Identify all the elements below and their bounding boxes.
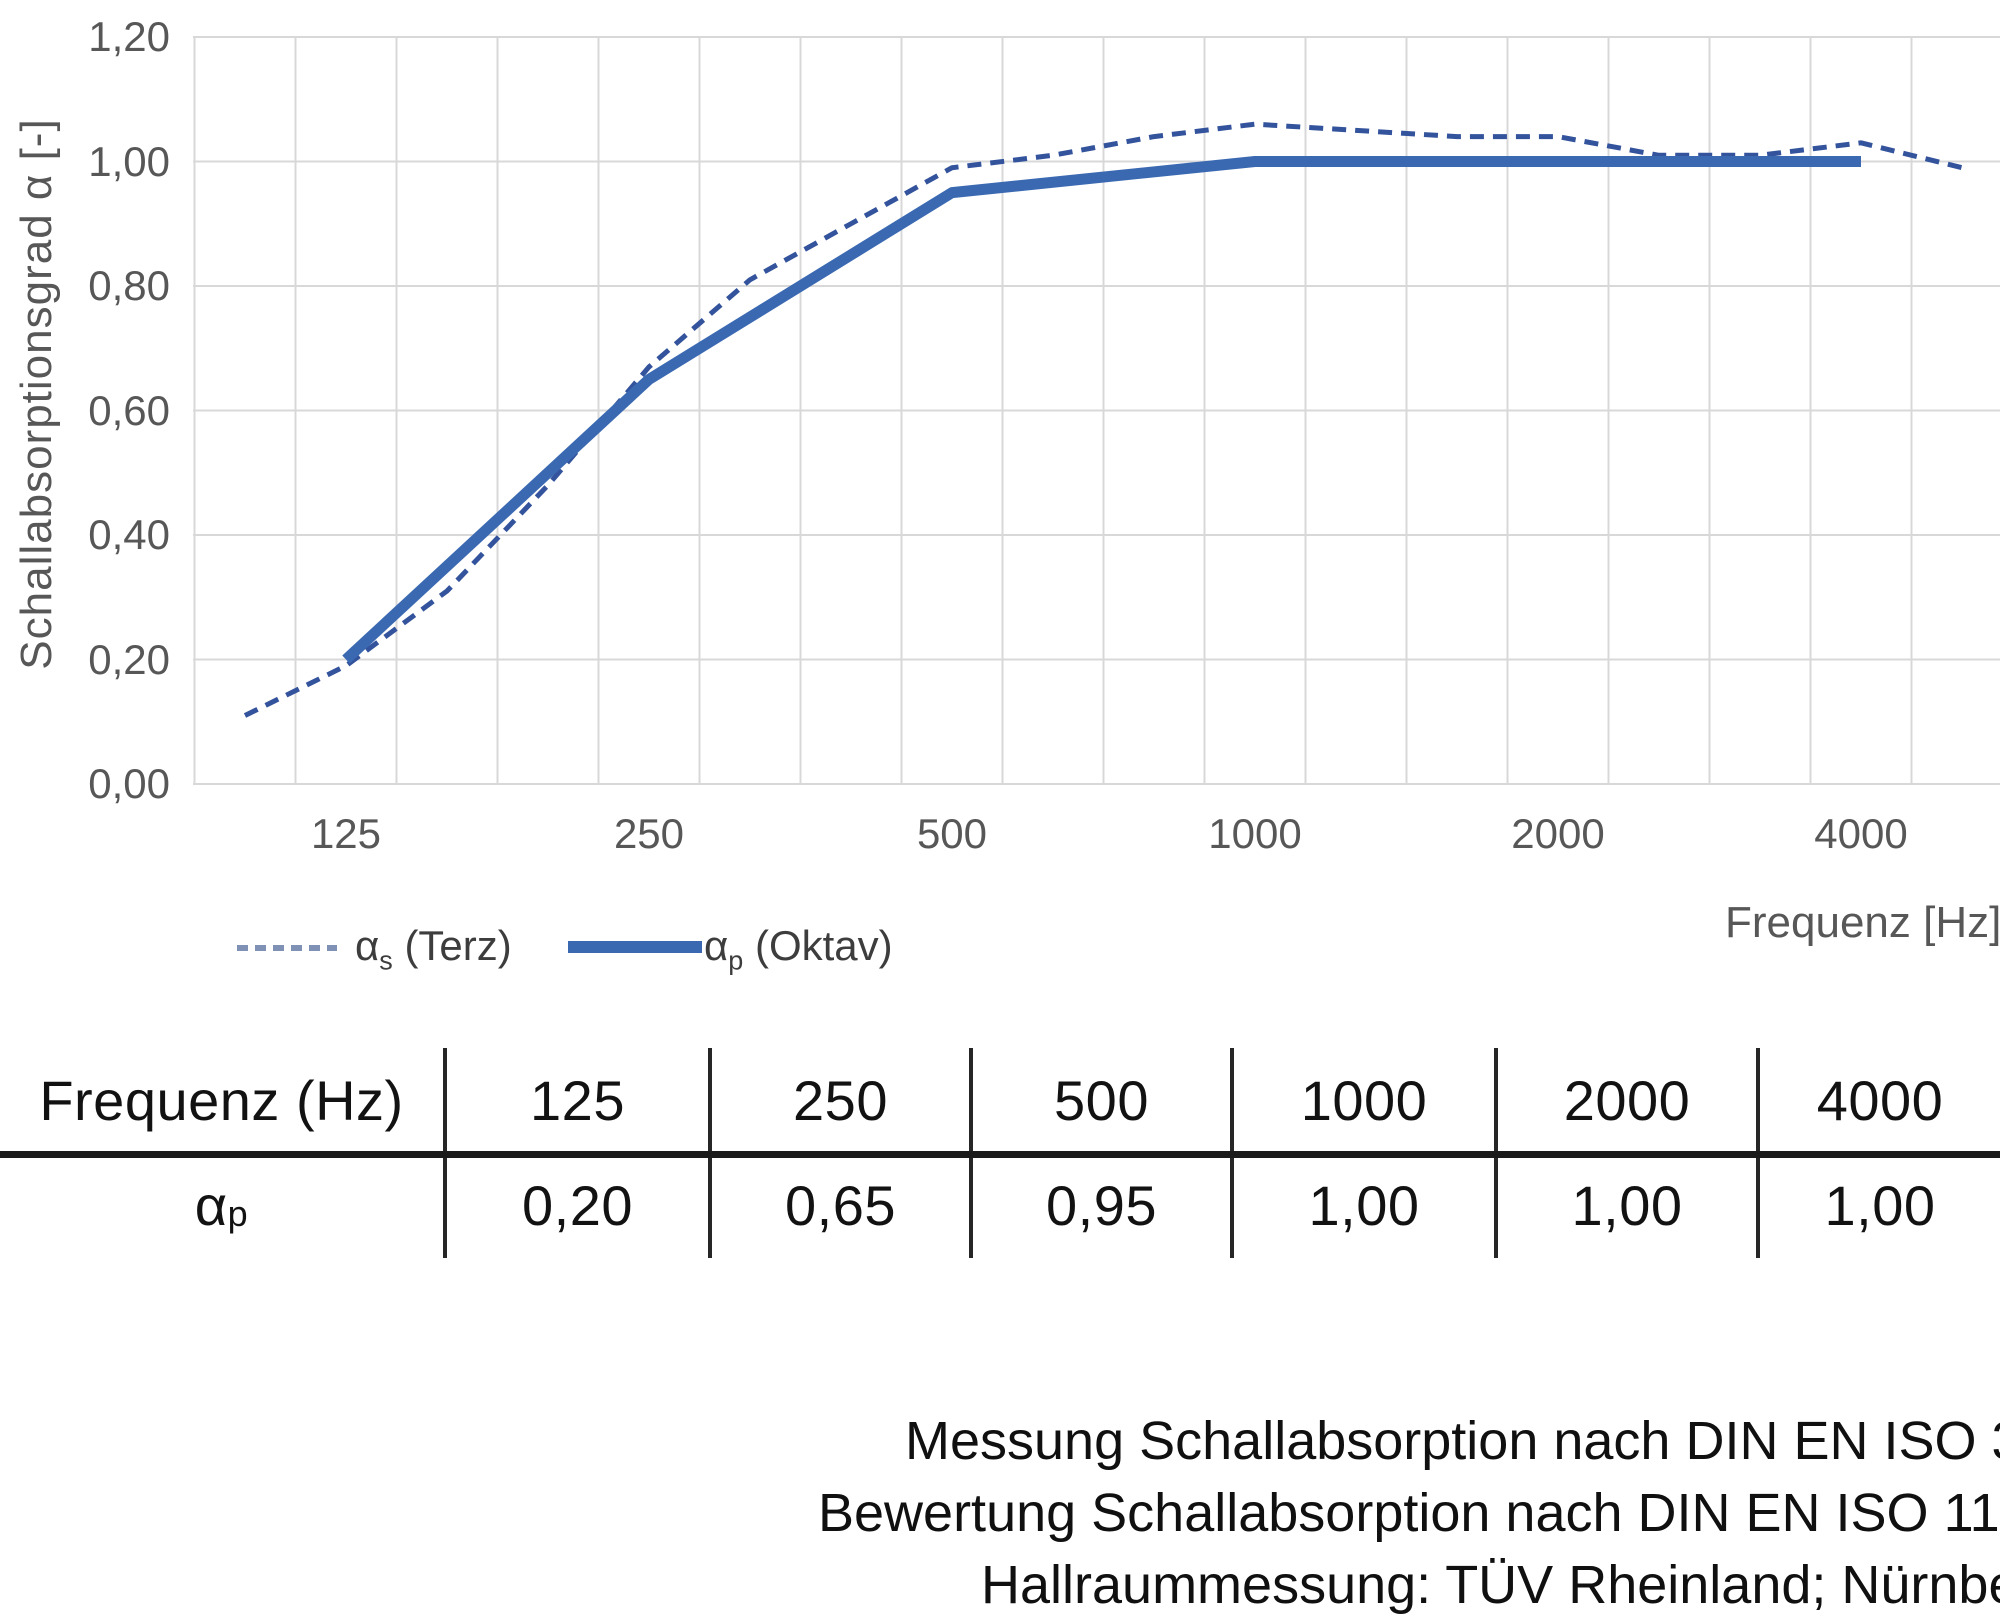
table-header-500: 500 bbox=[969, 1048, 1230, 1153]
table-value-500: 0,95 bbox=[969, 1153, 1230, 1258]
absorption-values-table: Frequenz (Hz) 125 250 500 1000 2000 4000… bbox=[0, 1048, 2000, 1258]
table-header-250: 250 bbox=[708, 1048, 969, 1153]
table-header-4000: 4000 bbox=[1756, 1048, 2000, 1153]
y-tick-label: 1,00 bbox=[88, 137, 170, 185]
x-tick-label: 2000 bbox=[1511, 810, 1605, 857]
legend-label-alpha-s: αs (Terz) bbox=[355, 922, 512, 976]
x-tick-label: 4000 bbox=[1814, 810, 1908, 857]
x-tick-label: 1000 bbox=[1208, 810, 1302, 857]
oktav-solid-series-line bbox=[342, 156, 1861, 664]
table-header-divider bbox=[0, 1151, 2000, 1158]
table-header-2000: 2000 bbox=[1494, 1048, 1756, 1153]
absorption-chart-plot bbox=[193, 36, 2000, 785]
y-tick-label: 0,80 bbox=[88, 262, 170, 309]
legend-item-alpha-s-terz: αs (Terz) bbox=[237, 918, 657, 974]
x-tick-label: 125 bbox=[310, 810, 382, 857]
table-value-125: 0,20 bbox=[443, 1153, 708, 1258]
table-value-2000: 1,00 bbox=[1494, 1153, 1756, 1258]
solid-line-sample-icon bbox=[568, 941, 702, 953]
footer-line-measurement: Messung Schallabsorption nach DIN EN ISO… bbox=[905, 1411, 2000, 1471]
table-value-250: 0,65 bbox=[708, 1153, 969, 1258]
y-tick-label: 0,00 bbox=[88, 760, 170, 807]
legend-item-alpha-p-oktav: αp (Oktav) bbox=[568, 918, 988, 974]
dashed-line-sample-icon bbox=[237, 945, 337, 951]
legend-label-alpha-p: αp (Oktav) bbox=[704, 922, 893, 976]
table-value-4000: 1,00 bbox=[1756, 1153, 2000, 1258]
x-tick-label: 250 bbox=[613, 810, 685, 857]
table-header-frequency: Frequenz (Hz) bbox=[39, 1069, 404, 1132]
y-tick-label: 0,40 bbox=[88, 511, 170, 558]
footer-line-rating: Bewertung Schallabsorption nach DIN EN I… bbox=[818, 1483, 2000, 1543]
table-header-125: 125 bbox=[443, 1048, 708, 1153]
y-tick-label: 0,20 bbox=[88, 635, 170, 683]
x-axis-title: Frequenz [Hz] bbox=[1725, 898, 2000, 947]
table-header-1000: 1000 bbox=[1230, 1048, 1494, 1153]
footer-line-lab: Hallraummessung: TÜV Rheinland; Nürnberg bbox=[981, 1555, 2000, 1615]
x-tick-label: 500 bbox=[916, 810, 988, 857]
y-tick-label: 0,60 bbox=[88, 386, 170, 434]
table-value-1000: 1,00 bbox=[1230, 1153, 1494, 1258]
terz-dashed-series-line bbox=[243, 121, 1963, 718]
y-tick-label: 1,20 bbox=[88, 13, 170, 60]
